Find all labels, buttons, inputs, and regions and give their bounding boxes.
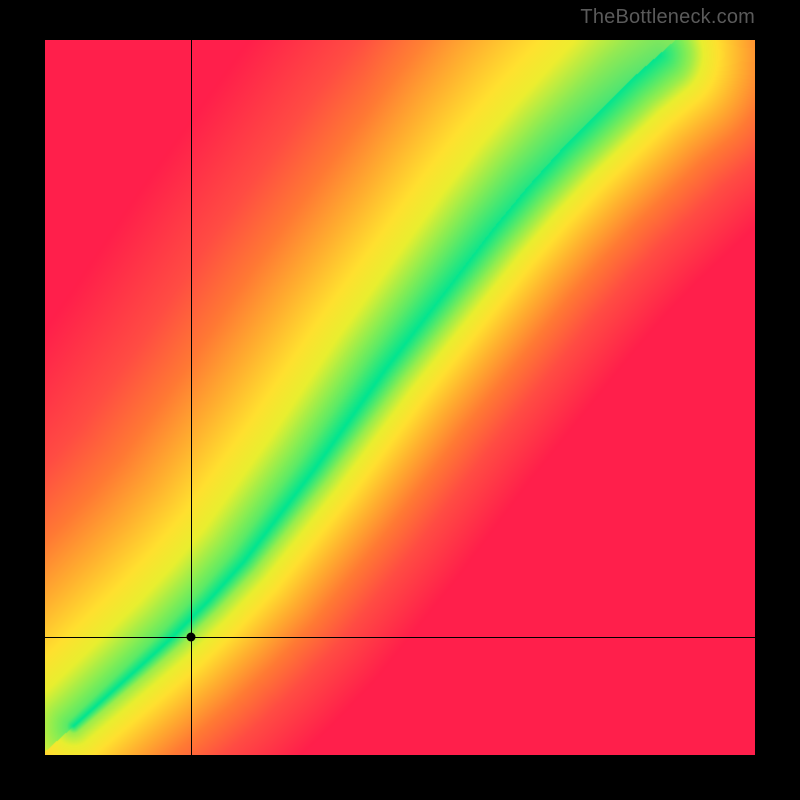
- crosshair-point: [186, 633, 195, 642]
- watermark-text: TheBottleneck.com: [580, 6, 755, 29]
- heatmap-plot-area: [45, 40, 755, 755]
- crosshair-vertical: [191, 40, 192, 755]
- chart-container: TheBottleneck.com: [0, 0, 800, 800]
- bottleneck-heatmap-canvas: [45, 40, 755, 755]
- crosshair-horizontal: [45, 637, 755, 638]
